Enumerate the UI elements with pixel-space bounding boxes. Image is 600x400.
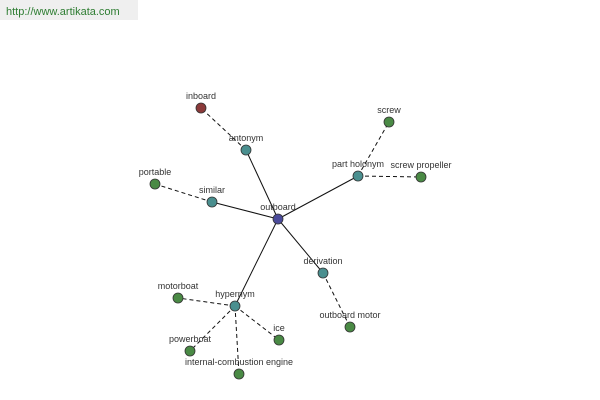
dashed-edge	[357, 121, 390, 177]
node	[172, 292, 184, 304]
watermark-box	[0, 0, 138, 20]
node-label: ice	[273, 323, 285, 333]
dashed-edge	[234, 305, 280, 341]
edge	[277, 218, 324, 274]
dashed-edge	[177, 297, 236, 307]
node-label: inboard	[186, 91, 216, 101]
node-label: internal-combustion engine	[185, 357, 293, 367]
node	[352, 170, 364, 182]
edge	[245, 149, 279, 220]
node-label: hypernym	[215, 289, 255, 299]
watermark: http://www.artikata.com	[6, 6, 120, 18]
node-label: outboard	[260, 202, 296, 212]
node	[233, 368, 245, 380]
dashed-edge	[200, 107, 247, 151]
node	[317, 267, 329, 279]
node	[344, 321, 356, 333]
edge	[234, 218, 279, 307]
edge	[277, 175, 359, 220]
node-label: motorboat	[158, 281, 199, 291]
node	[206, 196, 218, 208]
node	[149, 178, 161, 190]
node-label: screw	[377, 105, 401, 115]
dashed-edge	[154, 183, 213, 203]
node-label: screw propeller	[390, 160, 451, 170]
node-label: powerboat	[169, 334, 212, 344]
node-label: portable	[139, 167, 172, 177]
node	[195, 102, 207, 114]
node	[272, 213, 284, 225]
node	[240, 144, 252, 156]
dashed-edge	[357, 175, 422, 178]
node-label: derivation	[303, 256, 342, 266]
node	[415, 171, 427, 183]
node	[229, 300, 241, 312]
node-label: antonym	[229, 133, 264, 143]
node-label: part holonym	[332, 159, 384, 169]
dashed-edge	[234, 305, 240, 375]
dashed-edge	[322, 272, 351, 328]
edge	[211, 201, 279, 220]
node	[383, 116, 395, 128]
dashed-edge	[189, 305, 236, 352]
node-label: outboard motor	[319, 310, 380, 320]
node	[184, 345, 196, 357]
node-label: similar	[199, 185, 225, 195]
node	[273, 334, 285, 346]
